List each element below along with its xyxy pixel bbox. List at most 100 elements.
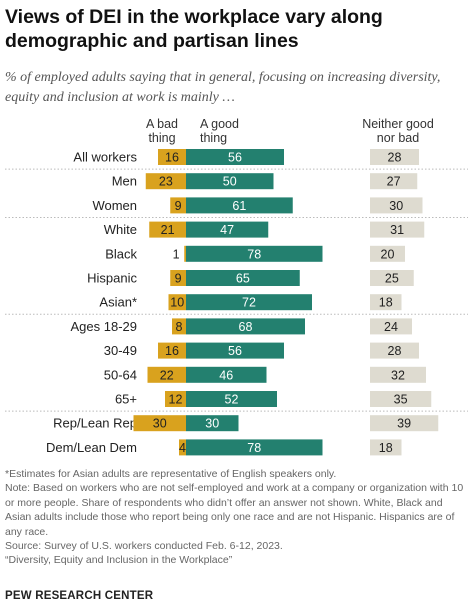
bar-good-thing [186, 149, 284, 165]
category-label: Asian* [99, 295, 137, 310]
bar-bad-thing [147, 366, 186, 383]
footnotes: *Estimates for Asian adults are represen… [5, 467, 470, 568]
value-good-thing: 56 [228, 151, 242, 165]
value-neither: 24 [384, 320, 398, 334]
value-bad-thing: 9 [175, 272, 182, 286]
value-bad-thing: 23 [159, 175, 173, 189]
category-label: Black [105, 246, 137, 261]
note-footnote: Note: Based on workers who are not self-… [5, 482, 464, 538]
category-label: 50-64 [104, 367, 137, 382]
bar-bad-thing [172, 318, 186, 335]
value-good-thing: 47 [220, 223, 234, 237]
value-bad-thing: 8 [176, 320, 183, 334]
bar-neither [370, 342, 419, 359]
value-bad-thing: 10 [170, 296, 184, 310]
bar-neither [370, 391, 432, 407]
bar-neither [370, 149, 419, 165]
value-bad-thing: 16 [165, 344, 179, 358]
header-neither: Neither good nor bad [362, 117, 434, 145]
value-bad-thing: 9 [175, 199, 182, 213]
value-good-thing: 78 [247, 247, 261, 261]
bar-bad-thing [170, 270, 186, 286]
value-neither: 30 [389, 199, 403, 213]
value-bad-thing: 1 [173, 247, 180, 261]
value-good-thing: 68 [239, 320, 253, 334]
value-good-thing: 52 [225, 393, 239, 407]
bar-neither [370, 415, 439, 432]
bar-good-thing [186, 173, 274, 190]
bar-good-thing [186, 439, 323, 456]
bar-bad-thing [158, 342, 186, 359]
bar-good-thing [186, 391, 277, 407]
header-bad-thing: A bad thing [146, 117, 178, 145]
category-label: Hispanic [87, 271, 137, 286]
chart-title: Views of DEI in the workplace vary along… [5, 6, 383, 52]
value-bad-thing: 12 [169, 393, 183, 407]
header-good-thing: A good thing [200, 117, 239, 145]
bar-bad-thing [133, 415, 186, 432]
value-neither: 28 [388, 151, 402, 165]
bar-good-thing [186, 197, 293, 214]
bar-good-thing [186, 342, 284, 359]
category-label: Rep/Lean Rep [53, 416, 137, 431]
bar-neither [370, 439, 402, 456]
bar-good-thing [186, 270, 300, 286]
value-neither: 28 [388, 344, 402, 358]
bar-neither [370, 245, 405, 262]
value-good-thing: 30 [205, 417, 219, 431]
value-bad-thing: 16 [165, 151, 179, 165]
bar-bad-thing [168, 294, 186, 311]
pew-brand: PEW RESEARCH CENTER [5, 590, 154, 602]
value-good-thing: 65 [236, 272, 250, 286]
value-neither: 35 [394, 393, 408, 407]
value-neither: 20 [381, 247, 395, 261]
bar-neither [370, 270, 414, 286]
chart: A bad thing A good thing Neither good nor bad… [5, 117, 468, 456]
value-bad-thing: 4 [179, 441, 186, 455]
bar-bad-thing [179, 439, 186, 456]
source-footnote: Source: Survey of U.S. workers conducted… [5, 540, 283, 553]
category-label: 30-49 [104, 343, 137, 358]
category-label: Women [92, 198, 137, 213]
value-bad-thing: 21 [161, 223, 175, 237]
category-label: White [104, 222, 137, 237]
category-label: 65+ [115, 392, 137, 407]
value-neither: 18 [379, 296, 393, 310]
value-good-thing: 46 [219, 368, 233, 382]
value-good-thing: 56 [228, 344, 242, 358]
bar-neither [370, 318, 412, 335]
category-label: All workers [73, 150, 137, 165]
value-neither: 31 [390, 223, 404, 237]
chart-subtitle: % of employed adults saying that in gene… [5, 70, 441, 105]
bar-bad-thing [170, 197, 186, 214]
bar-neither [370, 173, 418, 190]
category-label: Ages 18-29 [71, 319, 138, 334]
value-neither: 25 [385, 272, 399, 286]
value-good-thing: 72 [242, 296, 256, 310]
report-title-footnote: “Diversity, Equity and Inclusion in the … [5, 554, 233, 567]
asian-footnote: *Estimates for Asian adults are represen… [5, 468, 337, 480]
bar-good-thing [186, 366, 267, 383]
value-good-thing: 50 [223, 175, 237, 189]
category-label: Dem/Lean Dem [46, 440, 137, 455]
bar-good-thing [186, 415, 239, 432]
value-bad-thing: 30 [153, 417, 167, 431]
bar-bad-thing [149, 221, 186, 238]
bar-good-thing [186, 245, 323, 262]
category-label: Men [112, 174, 137, 189]
bar-neither [370, 366, 426, 383]
bar-bad-thing [158, 149, 186, 165]
bar-bad-thing [145, 173, 186, 190]
value-neither: 18 [379, 441, 393, 455]
bar-neither [370, 294, 402, 311]
bar-bad-thing [184, 245, 186, 262]
value-good-thing: 78 [247, 441, 261, 455]
bar-bad-thing [165, 391, 186, 407]
value-neither: 32 [391, 368, 405, 382]
value-bad-thing: 22 [160, 368, 174, 382]
value-good-thing: 61 [232, 199, 246, 213]
bar-neither [370, 197, 423, 214]
bar-good-thing [186, 318, 305, 335]
bar-good-thing [186, 221, 269, 238]
bar-neither [370, 221, 425, 238]
